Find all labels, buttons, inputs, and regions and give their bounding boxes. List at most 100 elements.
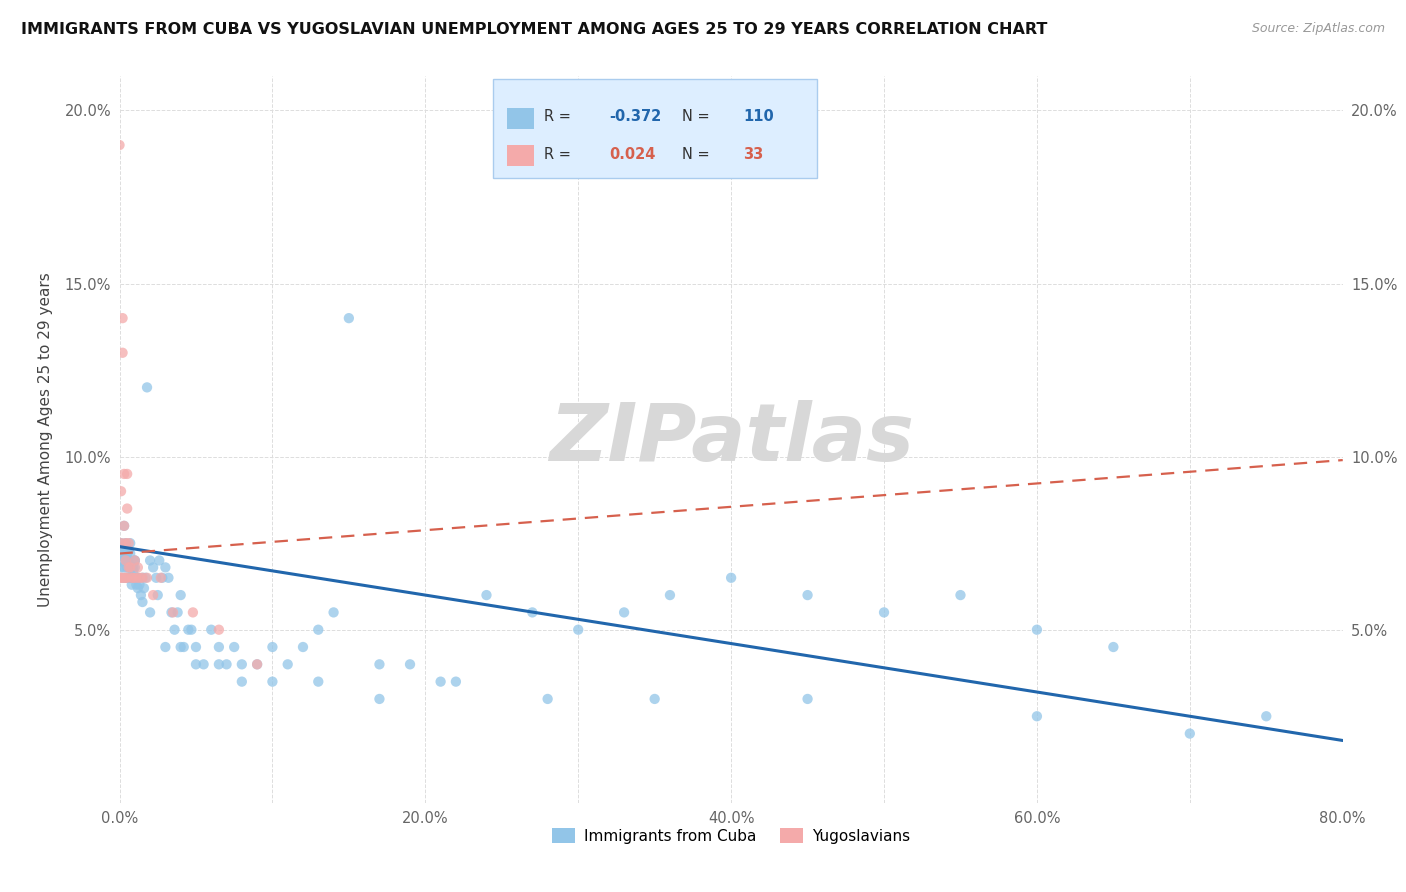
Text: N =: N = [682,109,714,124]
Point [112,560,135,574]
Text: R =: R = [544,109,575,124]
Text: ZIPatlas: ZIPatlas [548,401,914,478]
Point [121,571,143,585]
Point [129,588,152,602]
Point [115,553,138,567]
Point [131,571,153,585]
Text: -0.372: -0.372 [609,109,661,124]
Point [659,588,682,602]
Point [110,571,132,585]
Point [127,571,149,585]
Point [121,578,143,592]
Point [231,674,253,689]
Point [796,692,818,706]
Point [131,595,153,609]
Point [114,536,136,550]
Point [122,571,145,585]
Point [124,560,146,574]
Point [111,311,134,326]
Point [136,380,159,394]
Point [613,606,636,620]
Point [112,467,135,481]
Point [114,549,136,564]
Point [262,674,284,689]
Point [114,557,136,571]
Point [118,553,141,567]
Point [114,571,136,585]
Point [127,560,149,574]
Point [949,588,972,602]
Point [142,588,165,602]
Point [307,623,329,637]
Point [644,692,666,706]
Point [127,571,149,585]
Point [124,553,146,567]
Point [131,571,153,585]
Point [121,571,143,585]
Point [114,553,136,567]
Point [720,571,742,585]
Text: 110: 110 [744,109,775,124]
Point [1178,726,1201,740]
Point [796,588,818,602]
Point [1026,709,1049,723]
Point [132,581,155,595]
Point [873,606,896,620]
Point [246,657,269,672]
Point [1102,640,1125,654]
FancyBboxPatch shape [492,79,817,178]
Point [118,571,141,585]
Point [115,571,138,585]
Point [120,560,142,574]
Point [111,571,134,585]
Point [399,657,422,672]
Point [224,640,246,654]
Point [115,467,138,481]
Point [112,549,135,564]
Point [181,606,204,620]
Point [169,588,191,602]
Point [200,623,222,637]
Point [142,560,165,574]
Point [110,484,132,499]
Point [122,571,145,585]
Point [149,571,172,585]
Point [177,623,200,637]
Point [208,623,231,637]
Point [368,657,391,672]
Point [128,571,150,585]
Point [115,571,138,585]
Point [139,553,162,567]
Point [115,547,138,561]
Point [121,571,143,585]
Point [120,560,142,574]
Point [145,571,167,585]
Point [155,560,177,574]
Point [155,640,177,654]
Point [112,519,135,533]
Point [215,657,238,672]
Point [537,692,560,706]
Point [125,571,148,585]
Point [444,674,467,689]
Point [111,543,134,558]
Point [307,674,329,689]
Text: IMMIGRANTS FROM CUBA VS YUGOSLAVIAN UNEMPLOYMENT AMONG AGES 25 TO 29 YEARS CORRE: IMMIGRANTS FROM CUBA VS YUGOSLAVIAN UNEM… [21,22,1047,37]
Point [208,640,231,654]
Point [157,571,180,585]
Text: 0.024: 0.024 [609,146,655,161]
Legend: Immigrants from Cuba, Yugoslavians: Immigrants from Cuba, Yugoslavians [546,822,917,850]
Point [173,640,195,654]
Point [134,571,156,585]
Point [122,560,145,574]
Text: N =: N = [682,146,714,161]
Point [120,536,142,550]
Text: R =: R = [544,146,575,161]
Point [108,138,131,153]
Point [208,657,231,672]
Point [429,674,451,689]
Point [522,606,544,620]
Point [114,571,136,585]
Point [1256,709,1278,723]
Point [118,543,141,558]
